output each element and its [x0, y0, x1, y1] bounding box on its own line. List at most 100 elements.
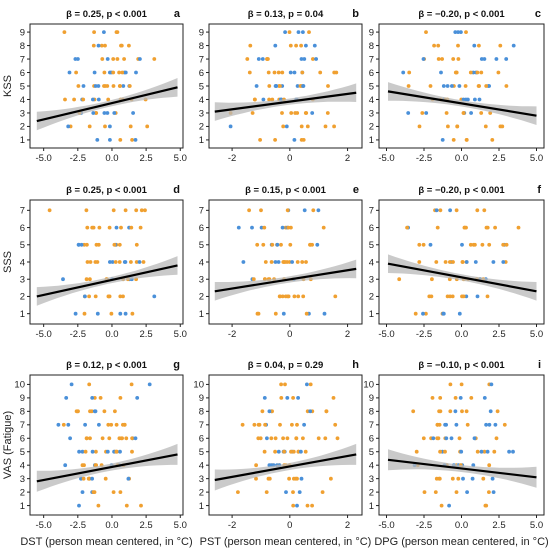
scatter-point	[79, 242, 84, 247]
scatter-point	[494, 57, 499, 61]
scatter-point	[445, 84, 450, 88]
scatter-point	[420, 111, 425, 115]
scatter-point	[96, 84, 101, 88]
scatter-point	[318, 70, 323, 75]
scatter-point	[56, 422, 61, 427]
x-tick-label: -5.0	[378, 520, 394, 531]
scatter-point	[121, 84, 126, 88]
scatter-point	[282, 449, 286, 454]
y-tick-label: 10	[14, 380, 25, 391]
scatter-point	[459, 30, 463, 34]
panel-stat-title: β = 0.04, p = 0.29	[248, 360, 324, 371]
scatter-point	[92, 490, 97, 494]
scatter-point	[85, 225, 90, 230]
scatter-point	[82, 311, 87, 316]
scatter-point	[117, 436, 122, 441]
scatter-point	[96, 503, 101, 508]
scatter-point	[130, 138, 135, 142]
y-tick-label: 7	[369, 54, 374, 65]
scatter-point	[287, 30, 292, 34]
scatter-point	[302, 57, 307, 61]
y-tick-label: 1	[369, 309, 374, 320]
scatter-point	[428, 84, 433, 88]
x-tick-label: -2.5	[416, 520, 432, 531]
scatter-point	[260, 57, 265, 61]
scatter-point	[332, 124, 336, 129]
x-tick-label: -2.5	[416, 153, 432, 164]
x-axis-label: DST (person mean centered, in °C)	[20, 536, 192, 548]
scatter-point	[88, 277, 92, 282]
scatter-point	[303, 111, 308, 115]
scatter-point	[236, 490, 240, 494]
scatter-point	[279, 382, 283, 387]
scatter-point	[267, 97, 271, 102]
scatter-point	[96, 242, 101, 247]
scatter-point	[491, 260, 496, 264]
scatter-point	[135, 396, 140, 400]
y-tick-label: 2	[199, 122, 204, 133]
scatter-point	[333, 294, 338, 299]
panel-c: 1 2 3 4 5 6 7 8 9 -5.0 -2.5 0.0 2.5 5.0 β = −0.20, p <…	[369, 8, 545, 164]
scatter-point	[436, 57, 441, 61]
scatter-point	[448, 260, 452, 264]
scatter-point	[438, 396, 443, 400]
scatter-point	[64, 396, 69, 400]
scatter-point	[430, 277, 434, 282]
scatter-point	[472, 43, 477, 48]
scatter-point	[439, 70, 443, 75]
scatter-point	[109, 311, 114, 316]
y-tick-label: 1	[199, 135, 204, 146]
x-tick-label: 5.0	[174, 329, 187, 340]
scatter-point	[96, 43, 101, 48]
scatter-point	[296, 294, 301, 299]
scatter-point	[488, 409, 493, 414]
scatter-points-f	[397, 208, 521, 316]
y-tick-label: 4	[20, 95, 25, 106]
y-tick-label: 6	[199, 434, 204, 445]
scatter-point	[69, 382, 74, 387]
scatter-point	[495, 409, 500, 414]
scatter-point	[460, 242, 464, 247]
scatter-point	[109, 422, 114, 427]
scatter-point	[103, 43, 107, 48]
x-tick-label: 0.0	[105, 329, 118, 340]
scatter-point	[133, 138, 138, 142]
y-tick-label: 10	[193, 380, 204, 391]
scatter-point	[241, 260, 246, 264]
scatter-point	[290, 260, 294, 264]
scatter-point	[152, 57, 157, 61]
scatter-point	[496, 70, 501, 75]
scatter-point	[103, 124, 107, 129]
y-tick-label: 2	[20, 292, 25, 303]
y-tick-label: 5	[369, 240, 374, 251]
y-tick-label: 9	[199, 27, 204, 38]
scatter-point	[487, 84, 491, 88]
scatter-point	[487, 490, 491, 494]
y-tick-label: 6	[199, 68, 204, 79]
scatter-point	[443, 422, 447, 427]
scatter-point	[129, 260, 133, 264]
scatter-point	[447, 503, 451, 508]
scatter-point	[311, 57, 315, 61]
x-tick-label: -2.5	[70, 329, 86, 340]
panel-letter: b	[352, 8, 359, 20]
regression-line	[36, 86, 178, 123]
scatter-point	[285, 260, 289, 264]
scatter-point	[288, 70, 293, 75]
scatter-point	[307, 30, 311, 34]
scatter-point	[276, 70, 281, 75]
scatter-point	[480, 242, 485, 247]
scatter-point	[329, 476, 333, 481]
scatter-point	[118, 294, 123, 299]
scatter-point	[439, 503, 444, 508]
scatter-point	[322, 311, 327, 316]
scatter-point	[273, 138, 277, 142]
y-tick-label: 6	[20, 434, 25, 445]
scatter-point	[326, 84, 330, 88]
scatter-point	[95, 311, 100, 316]
y-tick-label: 5	[369, 81, 374, 92]
scatter-point	[292, 70, 297, 75]
scatter-point	[448, 294, 452, 299]
scatter-point	[435, 436, 440, 441]
